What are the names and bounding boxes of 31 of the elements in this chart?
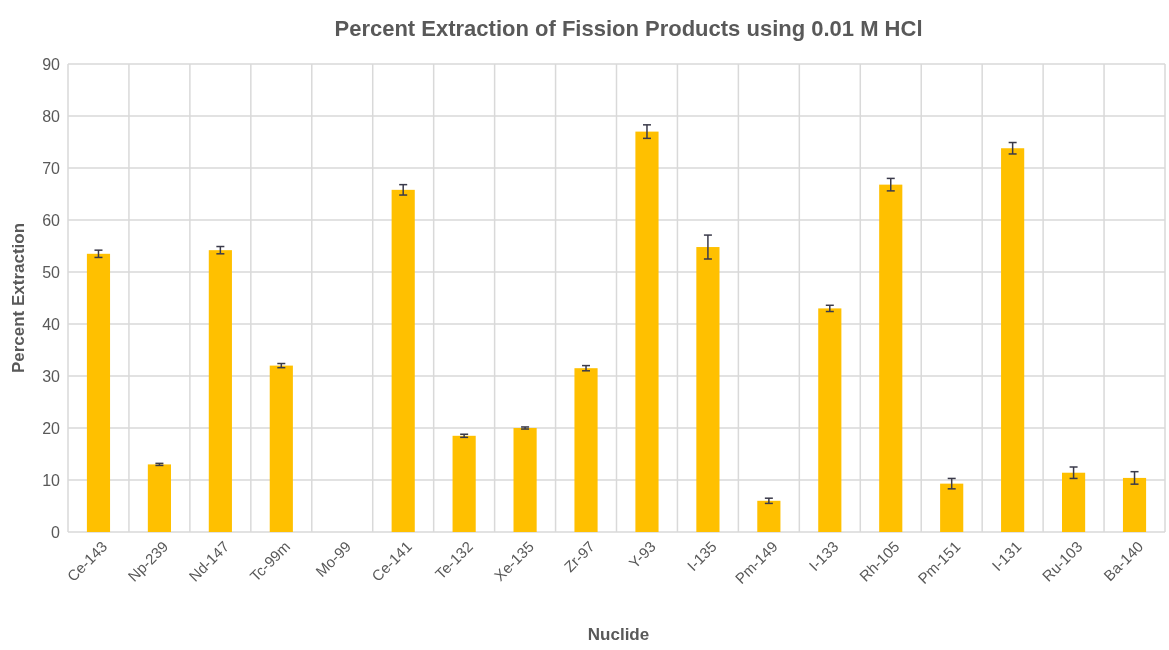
bar bbox=[818, 308, 842, 532]
bar bbox=[208, 250, 232, 532]
bar bbox=[574, 368, 598, 532]
y-tick-label: 40 bbox=[42, 315, 61, 333]
y-tick-label: 60 bbox=[42, 211, 61, 229]
y-tick-label: 50 bbox=[42, 263, 61, 281]
y-axis-title: Percent Extraction bbox=[9, 222, 28, 374]
bar bbox=[147, 464, 171, 532]
y-tick-label: 70 bbox=[42, 159, 61, 177]
bar bbox=[1062, 472, 1086, 532]
x-axis-title: Nuclide bbox=[587, 625, 650, 644]
bar bbox=[1122, 477, 1147, 532]
y-tick-label: 90 bbox=[42, 55, 61, 73]
bar bbox=[452, 435, 476, 532]
chart-title: Percent Extraction of Fission Products using 0.01 M HCl bbox=[334, 16, 923, 41]
y-tick-label: 0 bbox=[51, 523, 61, 541]
bar bbox=[391, 189, 415, 532]
bar bbox=[635, 131, 659, 532]
y-tick-label: 10 bbox=[42, 471, 61, 489]
bar bbox=[940, 483, 964, 532]
x-tick-label: Y-93 bbox=[625, 537, 659, 572]
y-tick-label: 30 bbox=[42, 367, 61, 385]
bar bbox=[879, 184, 903, 532]
bar bbox=[1001, 148, 1025, 532]
bar bbox=[513, 428, 537, 532]
y-tick-label: 20 bbox=[42, 419, 61, 437]
bar bbox=[696, 247, 720, 532]
bar bbox=[86, 253, 111, 532]
bar bbox=[757, 500, 781, 532]
bar bbox=[269, 365, 293, 532]
y-tick-label: 80 bbox=[42, 107, 61, 125]
